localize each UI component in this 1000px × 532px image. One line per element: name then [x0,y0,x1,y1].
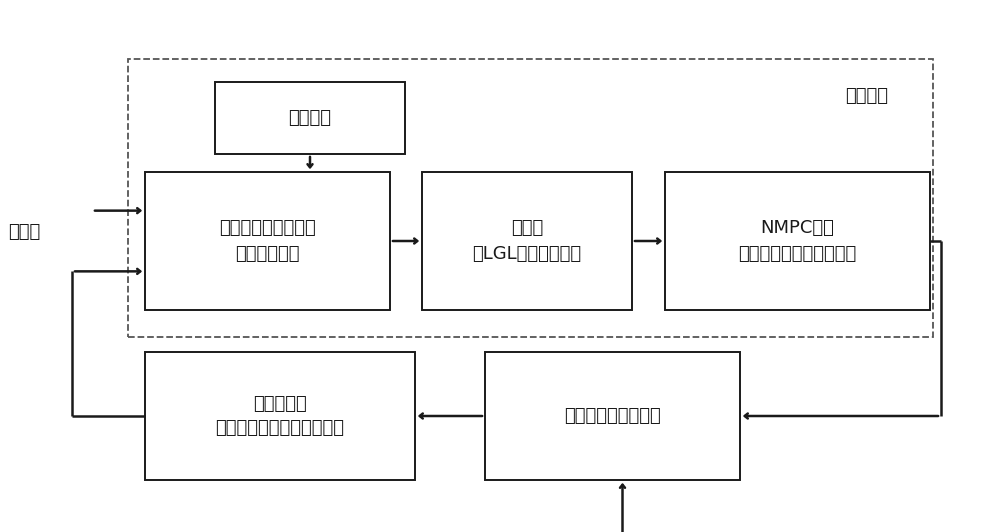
Text: 轨道参数: 轨道参数 [288,109,331,127]
Bar [145,172,390,310]
Bar [145,352,415,480]
Bar [422,172,632,310]
Text: NMPC控制
（考虑状态和控制约束）: NMPC控制 （考虑状态和控制约束） [738,220,857,262]
Text: 空间系绳系统释放过
程动力学模型: 空间系绳系统释放过 程动力学模型 [219,220,316,262]
Bar [215,82,405,154]
Text: 测量敏感器
（绳长、面内角、面外角）: 测量敏感器 （绳长、面内角、面外角） [216,395,344,437]
Text: 控制算法: 控制算法 [845,87,888,105]
Text: 期望值: 期望值 [8,223,40,241]
Bar [485,352,740,480]
Text: 空间系绳系统动力学: 空间系绳系统动力学 [564,407,661,425]
Bar [665,172,930,310]
Bar [128,59,933,337]
Text: 离散化
（LGL伪光谱算法）: 离散化 （LGL伪光谱算法） [472,220,582,262]
